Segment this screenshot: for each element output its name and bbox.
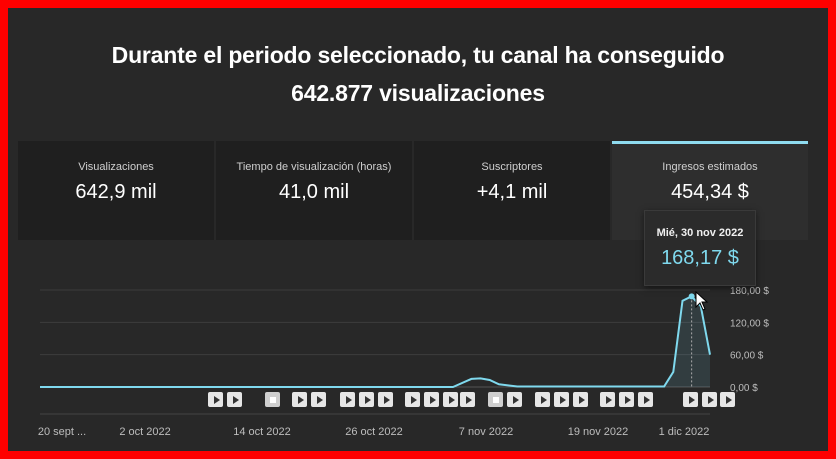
play-icon (512, 395, 519, 404)
play-icon (213, 395, 220, 404)
tab-suscriptores[interactable]: Suscriptores +4,1 mil (414, 141, 610, 240)
play-icon (364, 395, 371, 404)
x-tick-label: 14 oct 2022 (233, 426, 291, 438)
play-icon (297, 395, 304, 404)
video-marker-button[interactable] (424, 392, 439, 407)
video-marker-button[interactable] (405, 392, 420, 407)
metric-value: 454,34 $ (671, 181, 749, 203)
video-marker-button[interactable] (507, 392, 522, 407)
y-tick-label: 60,00 $ (730, 351, 764, 362)
video-marker-button[interactable] (208, 392, 223, 407)
metric-value: +4,1 mil (476, 181, 548, 203)
play-icon (410, 395, 417, 404)
series-area (664, 296, 710, 387)
video-marker-button[interactable] (720, 392, 735, 407)
video-marker-button[interactable] (460, 392, 475, 407)
x-tick-label: 20 sept ... (38, 426, 86, 438)
metric-value: 642,9 mil (75, 181, 157, 203)
video-marker-button[interactable] (683, 392, 698, 407)
tab-tiempo-visualizacion[interactable]: Tiempo de visualización (horas) 41,0 mil (216, 141, 412, 240)
x-tick-label: 26 oct 2022 (345, 426, 403, 438)
summary-line-1: Durante el periodo seleccionado, tu cana… (111, 42, 725, 68)
summary-headline: Durante el periodo seleccionado, tu cana… (8, 36, 828, 112)
video-marker-button[interactable] (292, 392, 307, 407)
video-marker-button[interactable] (340, 392, 355, 407)
video-marker-button[interactable] (535, 392, 550, 407)
y-tick-label: 180,00 $ (730, 286, 769, 297)
video-marker-button[interactable] (619, 392, 634, 407)
play-icon (643, 395, 650, 404)
square-icon (492, 396, 499, 403)
play-icon (429, 395, 436, 404)
metric-label: Suscriptores (481, 161, 543, 173)
video-marker-button[interactable] (265, 392, 280, 407)
video-markers-row (8, 392, 828, 410)
play-icon (725, 395, 732, 404)
play-icon (559, 395, 566, 404)
metric-value: 41,0 mil (278, 181, 350, 203)
play-icon (316, 395, 323, 404)
x-tick-label: 1 dic 2022 (659, 426, 710, 438)
series-line (40, 295, 711, 388)
play-icon (345, 395, 352, 404)
video-marker-button[interactable] (443, 392, 458, 407)
tooltip-date: Mié, 30 nov 2022 (656, 227, 744, 239)
x-tick-label: 19 nov 2022 (568, 426, 629, 438)
x-tick-label: 7 nov 2022 (459, 426, 513, 438)
mouse-cursor-icon (695, 291, 709, 311)
play-icon (578, 395, 585, 404)
play-icon (448, 395, 455, 404)
metric-label: Tiempo de visualización (horas) (236, 161, 392, 173)
play-icon (707, 395, 714, 404)
y-tick-label: 120,00 $ (730, 318, 769, 329)
play-icon (605, 395, 612, 404)
video-marker-button[interactable] (638, 392, 653, 407)
video-marker-button[interactable] (600, 392, 615, 407)
play-icon (540, 395, 547, 404)
metric-label: Visualizaciones (78, 161, 154, 173)
play-icon (624, 395, 631, 404)
summary-line-2: 642.877 visualizaciones (291, 80, 545, 106)
play-icon (465, 395, 472, 404)
video-marker-button[interactable] (554, 392, 569, 407)
x-tick-label: 2 oct 2022 (119, 426, 170, 438)
chart-tooltip: Mié, 30 nov 2022 168,17 $ (644, 210, 756, 286)
video-marker-button[interactable] (359, 392, 374, 407)
tooltip-amount: 168,17 $ (661, 247, 739, 269)
analytics-panel: Durante el periodo seleccionado, tu cana… (8, 8, 828, 451)
square-icon (269, 396, 276, 403)
play-icon (688, 395, 695, 404)
video-marker-button[interactable] (702, 392, 717, 407)
play-icon (383, 395, 390, 404)
video-marker-button[interactable] (378, 392, 393, 407)
tab-visualizaciones[interactable]: Visualizaciones 642,9 mil (18, 141, 214, 240)
metric-label: Ingresos estimados (662, 161, 758, 173)
video-marker-button[interactable] (573, 392, 588, 407)
play-icon (232, 395, 239, 404)
video-marker-button[interactable] (488, 392, 503, 407)
revenue-line-chart[interactable]: 180,00 $ 120,00 $ 60,00 $ 0,00 $ 20 sept ...… (8, 8, 828, 451)
video-marker-button[interactable] (311, 392, 326, 407)
metric-tabs: Visualizaciones 642,9 mil Tiempo de visu… (18, 141, 808, 240)
data-point (688, 293, 695, 300)
y-tick-label: 0,00 $ (730, 383, 758, 394)
video-marker-button[interactable] (227, 392, 242, 407)
